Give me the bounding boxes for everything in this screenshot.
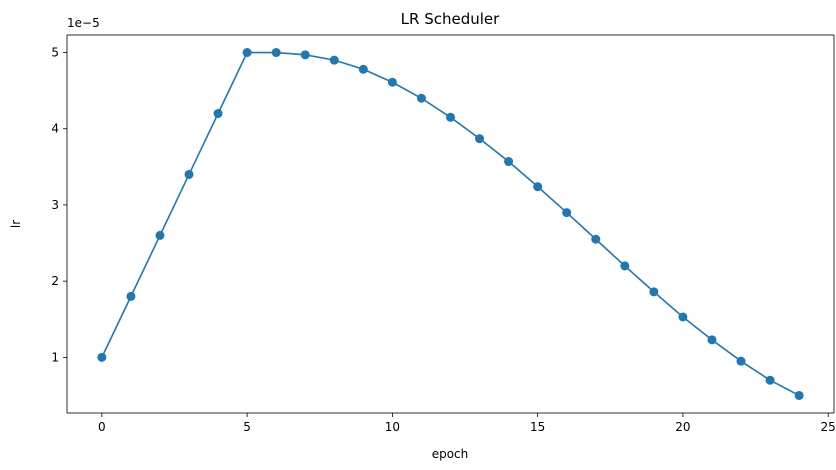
x-axis-ticks: 0 5 10 15 20 25	[98, 413, 836, 434]
series-layer	[97, 48, 804, 400]
data-point	[591, 234, 601, 244]
y-axis-label: lr	[9, 220, 23, 228]
data-point	[562, 208, 572, 218]
plot-frame	[66, 34, 835, 414]
y-tick-label: 3	[51, 198, 59, 212]
x-tick-label: 20	[675, 420, 690, 434]
data-point	[126, 291, 136, 301]
y-tick-label: 5	[51, 46, 59, 60]
data-point	[155, 230, 165, 240]
data-point	[678, 312, 688, 322]
data-point	[300, 50, 310, 60]
y-axis-ticks: 1 2 3 4 5	[51, 46, 67, 364]
data-point	[416, 93, 426, 103]
x-axis-label: epoch	[432, 447, 469, 461]
data-point	[271, 48, 281, 58]
x-tick-label: 5	[243, 420, 251, 434]
y-tick-label: 4	[51, 122, 59, 136]
data-point	[184, 169, 194, 179]
chart-title: LR Scheduler	[401, 10, 500, 28]
data-point	[533, 182, 543, 192]
data-point	[97, 352, 107, 362]
y-tick-label: 2	[51, 274, 59, 288]
data-point	[765, 375, 775, 385]
x-tick-label: 0	[98, 420, 106, 434]
x-tick-label: 10	[385, 420, 400, 434]
data-point	[794, 390, 804, 400]
data-point	[736, 356, 746, 366]
y-tick-label: 1	[51, 350, 59, 364]
data-point	[242, 48, 252, 58]
data-point	[649, 287, 659, 297]
data-point	[446, 112, 455, 122]
x-tick-label: 15	[530, 420, 545, 434]
data-point	[620, 261, 630, 271]
data-point	[475, 134, 485, 144]
x-tick-label: 25	[821, 420, 836, 434]
data-point	[358, 64, 368, 74]
data-point	[504, 157, 514, 167]
data-point	[387, 77, 397, 87]
y-axis-offset-text: 1e−5	[67, 16, 100, 30]
data-point	[329, 55, 339, 65]
data-point	[707, 335, 717, 345]
data-point	[213, 108, 223, 118]
